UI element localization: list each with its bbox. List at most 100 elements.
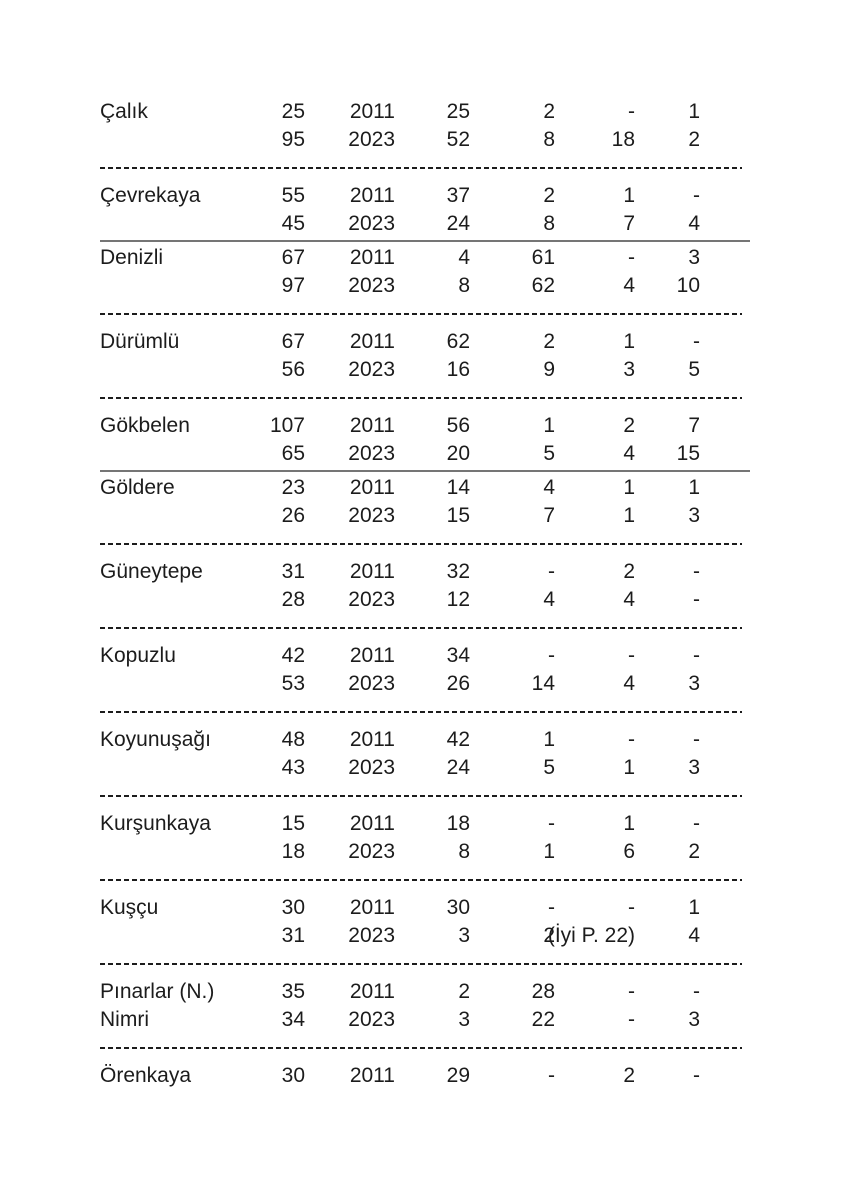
dashed-separator: [100, 614, 760, 642]
table-row: Gökbelen 107 2011 56 1 2 7: [100, 412, 760, 440]
village-name: Pınarlar (N.): [100, 980, 215, 1003]
value-col-4: 4: [623, 442, 635, 465]
value-col-4: 1: [623, 756, 635, 779]
value-col-1: 23: [281, 476, 305, 499]
value-col-3: 8: [543, 128, 555, 151]
value-col-3: 22: [531, 1008, 555, 1031]
table-row-group: Kopuzlu 42 2011 34 - - - 53 2023 26 14 4…: [100, 642, 760, 726]
table-row: 53 2023 26 14 4 3: [100, 670, 760, 698]
table-row: Dürümlü 67 2011 62 2 1 -: [100, 328, 760, 356]
value-year: 2023: [348, 274, 395, 297]
table-row: Kurşunkaya 15 2011 18 - 1 -: [100, 810, 760, 838]
table-row-group: Kurşunkaya 15 2011 18 - 1 - 18 2023 8 1 …: [100, 810, 760, 894]
value-year: 2023: [348, 840, 395, 863]
value-col-4: 4: [623, 672, 635, 695]
table-row: Denizli 67 2011 4 61 - 3: [100, 244, 760, 272]
value-col-4: 1: [623, 504, 635, 527]
value-col-4: -: [628, 728, 635, 751]
value-col-3: 61: [531, 246, 555, 269]
village-name: Çevrekaya: [100, 184, 201, 207]
value-col-5: 7: [688, 414, 700, 437]
value-col-5: 1: [688, 896, 700, 919]
value-col-3: -: [548, 896, 555, 919]
value-year: 2011: [349, 644, 395, 667]
value-col-1: 97: [281, 274, 305, 297]
table-row: 95 2023 52 8 18 2: [100, 126, 760, 154]
value-col-1: 34: [281, 1008, 305, 1031]
value-col-5: 4: [688, 924, 700, 947]
table-row-group: Çevrekaya 55 2011 37 2 1 - 45 2023 24 8 …: [100, 182, 760, 244]
table-row: Kuşçu 30 2011 30 - - 1: [100, 894, 760, 922]
value-col-3: 2: [543, 924, 555, 947]
solid-separator: [100, 468, 760, 474]
table-row: Pınarlar (N.) 35 2011 2 28 - -: [100, 978, 760, 1006]
table-row: 26 2023 15 7 1 3: [100, 502, 760, 530]
value-col-1: 35: [281, 980, 305, 1003]
value-col-4: 7: [623, 212, 635, 235]
value-col-3: 7: [543, 504, 555, 527]
value-col-4: 4: [623, 588, 635, 611]
value-col-5: -: [693, 560, 700, 583]
value-col-4: 1: [623, 184, 635, 207]
value-year: 2023: [348, 756, 395, 779]
dashed-separator: [100, 950, 760, 978]
value-col-4: -: [628, 246, 635, 269]
value-col-1: 53: [281, 672, 305, 695]
value-col-2: 37: [446, 184, 470, 207]
value-col-2: 16: [446, 358, 470, 381]
village-name: Örenkaya: [100, 1064, 192, 1087]
value-col-5: 3: [688, 246, 700, 269]
table-row-group: Çalık 25 2011 25 2 - 1 95 2023 52 8 18 2: [100, 98, 760, 182]
value-col-4: -: [628, 896, 635, 919]
value-col-3: -: [548, 644, 555, 667]
dashed-separator: [100, 384, 760, 412]
value-col-5: -: [693, 330, 700, 353]
table-row-group: Örenkaya 30 2011 29 - 2 -: [100, 1062, 760, 1090]
village-name: Kopuzlu: [100, 644, 176, 667]
value-col-4: (İyi P. 22): [547, 924, 635, 947]
value-col-4: 3: [623, 358, 635, 381]
value-col-2: 15: [446, 504, 470, 527]
value-year: 2011: [349, 476, 395, 499]
value-col-3: -: [548, 812, 555, 835]
value-year: 2023: [348, 128, 395, 151]
table-row: 56 2023 16 9 3 5: [100, 356, 760, 384]
value-col-5: 4: [688, 212, 700, 235]
table-row-group: Pınarlar (N.) 35 2011 2 28 - - Nimri 34 …: [100, 978, 760, 1062]
table-row: Çevrekaya 55 2011 37 2 1 -: [100, 182, 760, 210]
value-col-2: 14: [446, 476, 470, 499]
village-name: Kurşunkaya: [100, 812, 211, 835]
value-col-5: 2: [688, 840, 700, 863]
value-year: 2011: [349, 728, 395, 751]
value-col-5: -: [693, 184, 700, 207]
value-col-3: 5: [543, 442, 555, 465]
village-name: Nimri: [100, 1008, 149, 1031]
dashed-separator: [100, 1034, 760, 1062]
value-col-2: 8: [458, 274, 470, 297]
value-col-2: 3: [458, 1008, 470, 1031]
value-col-2: 56: [446, 414, 470, 437]
value-col-3: 2: [543, 100, 555, 123]
solid-separator: [100, 238, 760, 244]
value-col-2: 4: [458, 246, 470, 269]
value-col-4: 1: [623, 476, 635, 499]
village-name: Çalık: [100, 100, 148, 123]
value-year: 2011: [349, 1064, 395, 1087]
value-col-5: -: [693, 980, 700, 1003]
value-col-2: 29: [446, 1064, 470, 1087]
value-year: 2011: [349, 414, 395, 437]
value-col-5: 3: [688, 504, 700, 527]
value-col-2: 30: [446, 896, 470, 919]
value-year: 2011: [349, 896, 395, 919]
table-row: Çalık 25 2011 25 2 - 1: [100, 98, 760, 126]
value-col-3: 5: [543, 756, 555, 779]
table-row: 28 2023 12 4 4 -: [100, 586, 760, 614]
village-table: Çalık 25 2011 25 2 - 1 95 2023 52 8 18 2…: [100, 98, 760, 1090]
table-row: 65 2023 20 5 4 15: [100, 440, 760, 468]
value-col-2: 52: [446, 128, 470, 151]
value-col-4: 18: [611, 128, 635, 151]
value-col-2: 62: [446, 330, 470, 353]
table-row-group: Denizli 67 2011 4 61 - 3 97 2023 8 62 4 …: [100, 244, 760, 328]
village-name: Gökbelen: [100, 414, 190, 437]
